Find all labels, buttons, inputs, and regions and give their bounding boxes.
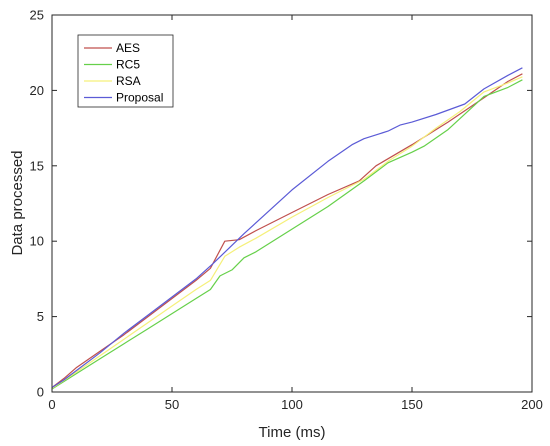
legend-box [77, 34, 174, 108]
y-tick-label: 25 [30, 8, 44, 23]
ticks-layer: 0 50 100 150 200 0 5 10 15 20 25 [30, 8, 543, 413]
legend-label-rc5: RC5 [116, 58, 140, 72]
x-tick-label: 0 [48, 397, 55, 412]
series-layer [51, 67, 523, 390]
legend-label-proposal: Proposal [116, 91, 163, 105]
x-tick-label: 150 [401, 397, 423, 412]
series-line-rsa [51, 76, 523, 389]
legend: AES RC5 RSA Proposal [77, 34, 174, 108]
y-tick-label: 10 [30, 234, 44, 249]
y-axis-label: Data processed [9, 150, 26, 255]
x-tick-label: 200 [521, 397, 543, 412]
legend-label-rsa: RSA [116, 74, 141, 88]
y-tick-label: 0 [37, 385, 44, 400]
x-tick-label: 100 [281, 397, 303, 412]
x-tick-label: 50 [165, 397, 179, 412]
y-tick-label: 15 [30, 158, 44, 173]
x-axis-label: Time (ms) [259, 424, 326, 441]
legend-label-aes: AES [116, 41, 140, 55]
y-tick-label: 20 [30, 83, 44, 98]
series-line-rc5 [51, 79, 523, 390]
series-line-proposal [51, 67, 523, 389]
y-tick-label: 5 [37, 309, 44, 324]
